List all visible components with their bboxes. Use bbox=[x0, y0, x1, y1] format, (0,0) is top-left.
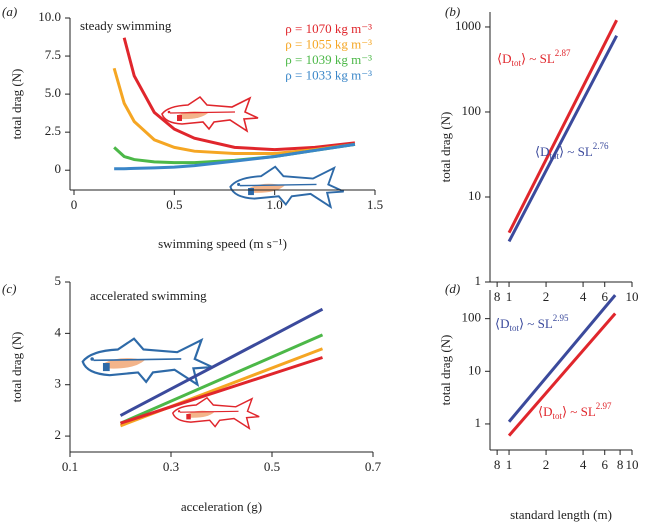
annotation-subscript: tot bbox=[552, 411, 562, 421]
annotation-part: ⟨D bbox=[535, 144, 549, 159]
annotation-part: ⟩ ~ SL bbox=[519, 316, 553, 331]
annotation-superscript: 2.76 bbox=[593, 141, 609, 151]
x-tick-label: 1 bbox=[506, 289, 513, 304]
y-tick-label: 10 bbox=[468, 188, 481, 203]
annotation-subscript: tot bbox=[509, 323, 519, 333]
panel-label: (a) bbox=[2, 4, 17, 19]
x-tick-label: 1.0 bbox=[267, 197, 283, 212]
x-tick-label: 2 bbox=[543, 289, 550, 304]
y-tick-label: 2.5 bbox=[45, 123, 61, 138]
y-tick-label: 1000 bbox=[455, 18, 481, 33]
data-line bbox=[114, 142, 356, 171]
x-axis-label: standard length (m) bbox=[510, 507, 612, 522]
x-tick-label: 0.7 bbox=[365, 459, 382, 474]
legend-entry: ρ = 1070 kg m⁻³ bbox=[285, 21, 372, 36]
x-tick-label: 0.1 bbox=[62, 459, 78, 474]
x-tick-label: 0.5 bbox=[166, 197, 182, 212]
y-axis-label: total drag (N) bbox=[438, 335, 453, 406]
x-tick-label: 8 bbox=[494, 289, 501, 304]
y-tick-label: 2 bbox=[55, 427, 62, 442]
panel-label: (d) bbox=[445, 281, 460, 296]
annotation-part: ⟨D bbox=[495, 316, 509, 331]
annotation: ⟨Dtot⟩ ~ SL2.87 bbox=[497, 48, 571, 68]
annotation-part: ⟩ ~ SL bbox=[562, 404, 596, 419]
x-tick-label: 1.5 bbox=[367, 197, 383, 212]
data-line bbox=[112, 67, 356, 155]
data-line bbox=[507, 34, 618, 243]
y-tick-label: 1 bbox=[475, 273, 482, 288]
x-tick-label: 4 bbox=[580, 457, 587, 472]
panel-label: (b) bbox=[445, 4, 460, 19]
annotation: ⟨Dtot⟩ ~ SL2.97 bbox=[538, 401, 612, 421]
panel-title: steady swimming bbox=[80, 18, 172, 33]
fish-illustration bbox=[229, 165, 345, 209]
y-tick-label: 10 bbox=[468, 362, 481, 377]
x-tick-label: 6 bbox=[601, 457, 608, 472]
x-tick-label: 8 bbox=[494, 457, 501, 472]
data-line bbox=[122, 37, 356, 152]
x-tick-label: 6 bbox=[601, 289, 608, 304]
y-tick-label: 4 bbox=[55, 324, 62, 339]
annotation-part: ⟩ ~ SL bbox=[521, 51, 555, 66]
annotation-part: ⟨D bbox=[538, 404, 552, 419]
legend-entry: ρ = 1039 kg m⁻³ bbox=[285, 52, 372, 67]
panel-title: accelerated swimming bbox=[90, 288, 207, 303]
y-tick-label: 7.5 bbox=[45, 47, 61, 62]
legend-entry: ρ = 1055 kg m⁻³ bbox=[285, 36, 372, 51]
annotation-part: ⟩ ~ SL bbox=[559, 144, 593, 159]
x-axis-label: acceleration (g) bbox=[181, 499, 262, 514]
annotation: ⟨Dtot⟩ ~ SL2.95 bbox=[495, 313, 569, 333]
y-tick-label: 100 bbox=[462, 310, 482, 325]
y-tick-label: 100 bbox=[462, 103, 482, 118]
annotation-subscript: tot bbox=[549, 151, 559, 161]
y-tick-label: 5.0 bbox=[45, 85, 61, 100]
panel-label: (c) bbox=[2, 281, 16, 296]
x-tick-label: 0.5 bbox=[264, 459, 280, 474]
x-tick-label: 10 bbox=[626, 457, 639, 472]
x-tick-label: 4 bbox=[580, 289, 587, 304]
x-tick-label: 0.3 bbox=[163, 459, 179, 474]
x-tick-label: 10 bbox=[626, 289, 639, 304]
data-line bbox=[507, 19, 618, 234]
annotation-part: ⟨D bbox=[497, 51, 511, 66]
data-line bbox=[120, 356, 323, 425]
x-tick-label: 8 bbox=[617, 457, 624, 472]
x-axis-label: swimming speed (m s⁻¹) bbox=[158, 236, 287, 251]
x-tick-label: 0 bbox=[71, 197, 78, 212]
annotation-superscript: 2.97 bbox=[596, 401, 612, 411]
annotation-superscript: 2.87 bbox=[555, 48, 571, 58]
data-line bbox=[119, 307, 324, 417]
y-axis-label: total drag (N) bbox=[9, 332, 24, 403]
y-tick-label: 10.0 bbox=[38, 9, 61, 24]
fish-illustration bbox=[161, 96, 259, 132]
legend-entry: ρ = 1033 kg m⁻³ bbox=[285, 67, 372, 82]
annotation: ⟨Dtot⟩ ~ SL2.76 bbox=[535, 141, 609, 161]
y-tick-label: 3 bbox=[55, 376, 62, 391]
data-line bbox=[507, 294, 617, 423]
y-tick-label: 1 bbox=[475, 415, 482, 430]
y-tick-label: 0 bbox=[55, 161, 62, 176]
y-axis-label: total drag (N) bbox=[438, 112, 453, 183]
annotation-subscript: tot bbox=[511, 58, 521, 68]
data-line bbox=[119, 333, 324, 425]
x-tick-label: 2 bbox=[543, 457, 550, 472]
x-tick-label: 1 bbox=[506, 457, 513, 472]
annotation-superscript: 2.95 bbox=[553, 313, 569, 323]
y-axis-label: total drag (N) bbox=[9, 69, 24, 140]
y-tick-label: 5 bbox=[55, 273, 62, 288]
data-line bbox=[507, 312, 617, 437]
